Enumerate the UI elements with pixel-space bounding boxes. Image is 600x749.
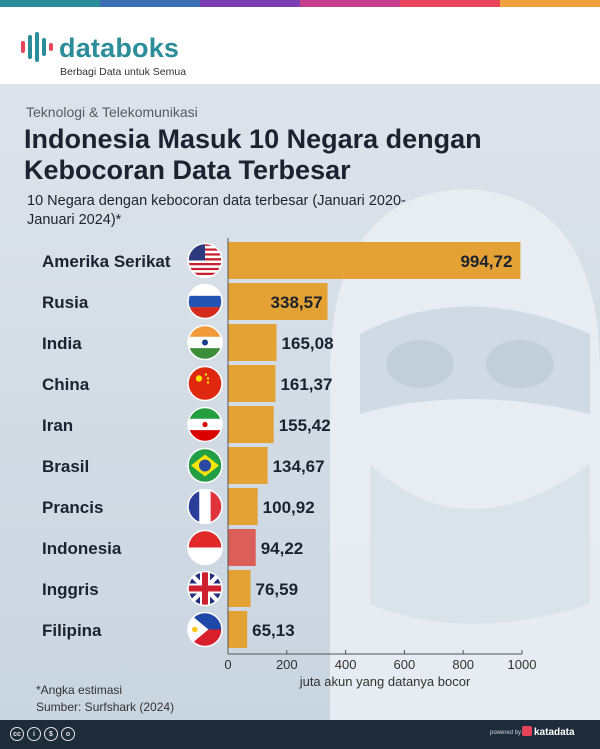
category-label: Brasil (42, 457, 89, 476)
category-label: Iran (42, 416, 73, 435)
us-flag-icon (187, 242, 223, 279)
russia-flag-icon (187, 283, 223, 320)
x-tick-label: 1000 (508, 657, 537, 672)
category-label: China (42, 375, 90, 394)
data-label: 100,92 (263, 498, 315, 517)
category-label: India (42, 334, 82, 353)
powered-by-label: powered by (490, 730, 522, 736)
stripe-segment (500, 0, 600, 7)
data-label: 76,59 (256, 580, 299, 599)
x-tick-label: 0 (224, 657, 231, 672)
france-flag-icon (187, 488, 223, 525)
katadata-brand: katadata (534, 727, 575, 738)
source: Sumber: Surfshark (2024) (36, 700, 175, 714)
footer-notes: *Angka estimasi Sumber: Surfshark (2024) (36, 682, 174, 716)
bar-8 (228, 570, 251, 607)
header: databoks Berbagi Data untuk Semua (0, 7, 600, 84)
color-stripe (0, 0, 600, 7)
stripe-segment (200, 0, 300, 7)
stripe-segment (400, 0, 500, 7)
creative-commons-icon: cc (10, 727, 24, 741)
main-panel: Teknologi & Telekomunikasi Indonesia Mas… (0, 84, 600, 720)
bar-1 (228, 283, 328, 320)
category-label: Teknologi & Telekomunikasi (26, 104, 198, 120)
category-label: Prancis (42, 498, 103, 517)
x-tick-label: 400 (335, 657, 357, 672)
bar-4 (228, 406, 274, 443)
india-flag-icon (187, 324, 223, 361)
indonesia-flag-icon (187, 529, 223, 566)
hacker-mask-illustration (330, 189, 600, 720)
data-label: 134,67 (273, 457, 325, 476)
bar-chart: Amerika Serikat 994,72 Rusia 338,57 India 165… (42, 238, 537, 689)
share-alike-icon: o (61, 727, 75, 741)
footer-bar: cc i $ o powered by katadata (0, 720, 600, 749)
china-flag-icon (187, 365, 223, 402)
stripe-segment (0, 0, 100, 7)
data-label: 155,42 (279, 416, 331, 435)
category-label: Amerika Serikat (42, 252, 171, 271)
stripe-segment (300, 0, 400, 7)
category-label: Inggris (42, 580, 99, 599)
page-title: Indonesia Masuk 10 Negara dengan Kebocor… (24, 124, 482, 185)
x-tick-label: 200 (276, 657, 298, 672)
brazil-flag-icon (187, 447, 223, 484)
category-label: Rusia (42, 293, 89, 312)
logo-text: databoks (59, 33, 180, 63)
data-label: 165,08 (282, 334, 334, 353)
bar-0 (228, 242, 521, 279)
katadata-logo: katadata (522, 726, 575, 738)
data-label: 338,57 (271, 293, 323, 312)
bar-2 (228, 324, 277, 361)
katadata-mark-icon (522, 726, 532, 736)
bar-9 (228, 611, 248, 648)
x-tick-label: 600 (394, 657, 416, 672)
x-tick-label: 800 (452, 657, 474, 672)
iran-flag-icon (187, 406, 223, 443)
uk-flag-icon (187, 570, 223, 607)
stripe-segment (100, 0, 200, 7)
bar-7 (228, 529, 256, 566)
bar-6 (228, 488, 258, 525)
logo-tagline: Berbagi Data untuk Semua (60, 66, 187, 78)
chart-subtitle: 10 Negara dengan kebocoran data terbesar… (27, 193, 406, 228)
footnote: *Angka estimasi (36, 683, 123, 697)
philippines-flag-icon (187, 611, 223, 648)
bar-5 (228, 447, 268, 484)
noncommercial-icon: $ (44, 727, 58, 741)
x-axis-label: juta akun yang datanya bocor (299, 674, 471, 689)
data-label: 994,72 (460, 252, 512, 271)
bar-3 (228, 365, 276, 402)
data-label: 94,22 (261, 539, 304, 558)
databoks-logo-icon (21, 32, 53, 62)
category-label: Indonesia (42, 539, 122, 558)
data-label: 65,13 (252, 621, 295, 640)
attribution-icon: i (27, 727, 41, 741)
category-label: Filipina (42, 621, 102, 640)
data-label: 161,37 (280, 375, 332, 394)
